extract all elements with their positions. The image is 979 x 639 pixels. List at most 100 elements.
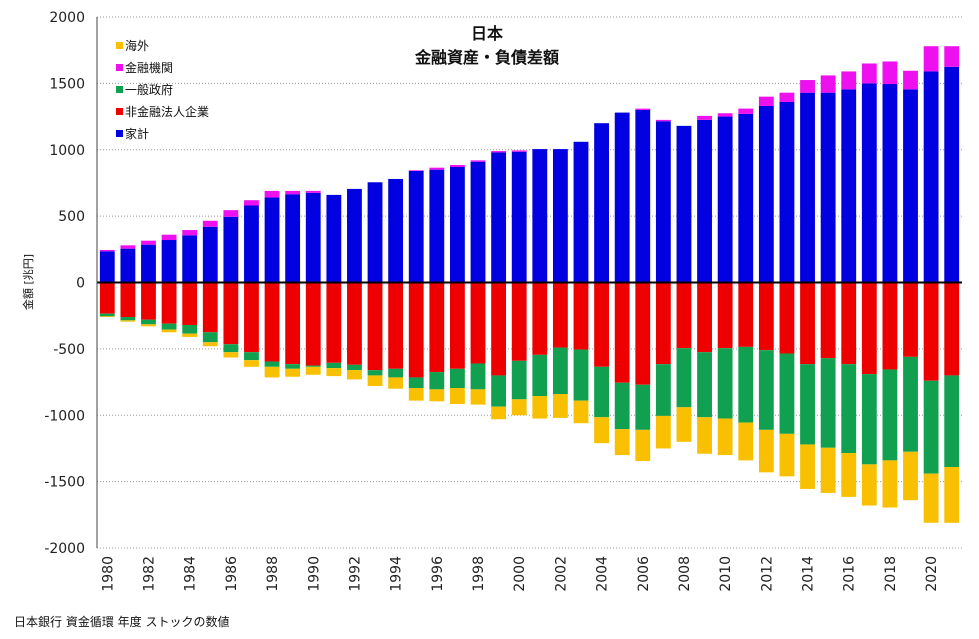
x-tick-label: 1992: [347, 556, 363, 592]
bar-非金融法人企業-2007: [655, 282, 671, 365]
y-tick-label: 1000: [49, 143, 85, 159]
legend-label: 非金融法人企業: [125, 104, 209, 119]
bar-海外-2017: [861, 464, 877, 506]
bar-一般政府-1993: [367, 370, 383, 376]
x-tick-label: 2012: [759, 556, 775, 592]
bar-一般政府-1995: [408, 377, 424, 389]
bar-一般政府-2017: [861, 374, 877, 465]
bar-家計-1995: [408, 170, 424, 283]
bar-家計-2020: [923, 71, 939, 283]
bar-非金融法人企業-2013: [779, 282, 795, 354]
bar-非金融法人企業-1982: [141, 282, 156, 320]
x-tick-label: 2018: [883, 556, 899, 592]
chart-subtitle: 金融資産・負債差額: [414, 48, 559, 67]
bar-金融機関-1982: [141, 240, 156, 245]
bar-家計-2006: [635, 109, 651, 283]
bar-家計-1985: [202, 226, 218, 283]
bar-家計-2000: [511, 151, 527, 283]
bar-一般政府-1985: [202, 332, 218, 343]
bar-海外-2018: [882, 460, 898, 508]
bar-金融機関-2020: [923, 46, 939, 72]
bar-海外-1992: [347, 370, 362, 380]
bar-家計-2012: [758, 105, 774, 283]
bar-家計-2018: [882, 84, 898, 283]
bar-家計-2016: [841, 89, 857, 283]
bar-一般政府-2010: [717, 348, 733, 419]
bar-家計-2014: [800, 92, 815, 283]
bar-非金融法人企業-2017: [861, 282, 877, 375]
bar-海外-2000: [511, 399, 527, 416]
bar-海外-2021: [944, 467, 960, 523]
y-tick-label: 0: [76, 276, 85, 292]
bar-金融機関-1987: [244, 200, 259, 206]
bar-海外-2011: [738, 422, 754, 461]
bar-家計-2013: [779, 101, 795, 283]
source-note: 日本銀行 資金循環 年度 ストックの数値: [14, 615, 230, 629]
bar-海外-2008: [676, 407, 692, 442]
bar-金融機関-2021: [944, 46, 960, 67]
bar-非金融法人企業-2004: [594, 282, 609, 367]
bar-金融機関-1995: [408, 170, 424, 171]
bar-金融機関-2012: [758, 96, 774, 106]
bar-金融機関-2011: [738, 108, 754, 114]
bar-海外-1986: [223, 352, 239, 358]
bar-家計-1981: [120, 248, 136, 283]
bar-一般政府-1991: [326, 362, 342, 369]
bar-金融機関-1990: [305, 190, 321, 193]
bar-家計-1980: [99, 251, 115, 283]
bar-一般政府-2012: [758, 350, 774, 430]
bar-家計-1998: [470, 161, 486, 283]
bar-金融機関-2014: [800, 80, 815, 93]
bar-非金融法人企業-2018: [882, 282, 898, 370]
bar-家計-1990: [305, 192, 321, 283]
bar-一般政府-2019: [903, 356, 918, 452]
bar-一般政府-2000: [511, 360, 527, 400]
bar-非金融法人企業-2020: [923, 282, 939, 381]
x-tick-label: 1982: [141, 556, 157, 592]
bar-非金融法人企業-2008: [676, 282, 692, 349]
bar-非金融法人企業-1997: [450, 282, 465, 369]
bar-一般政府-1998: [470, 363, 486, 390]
x-tick-label: 2010: [718, 556, 734, 592]
bar-一般政府-2014: [800, 364, 815, 445]
bar-家計-2015: [820, 92, 836, 283]
bar-家計-2003: [573, 141, 589, 283]
bar-海外-2010: [717, 418, 733, 456]
bar-金融機関-2006: [635, 108, 651, 110]
legend-swatch: [116, 108, 123, 115]
x-tick-label: 1986: [224, 556, 240, 592]
bar-金融機関-1984: [182, 230, 198, 236]
bar-家計-2005: [614, 112, 630, 283]
bar-一般政府-2020: [923, 380, 939, 474]
bar-金融機関-1998: [470, 160, 486, 162]
bar-非金融法人企業-1980: [99, 282, 115, 314]
bar-海外-1989: [285, 368, 301, 377]
bar-海外-1982: [141, 324, 156, 327]
bar-非金融法人企業-2003: [573, 282, 589, 350]
bar-非金融法人企業-1992: [347, 282, 362, 365]
bar-家計-2019: [903, 89, 918, 283]
y-tick-label: -1500: [44, 475, 85, 491]
bar-非金融法人企業-1987: [244, 282, 259, 353]
legend-label: 海外: [125, 38, 149, 53]
bar-海外-2007: [655, 415, 671, 449]
bar-海外-2004: [594, 417, 609, 444]
x-tick-label: 1980: [100, 556, 116, 592]
legend-label: 家計: [125, 126, 149, 141]
x-axis-ticks: 1980 1982 1984 1986 1988 1990 1992 1994 1996 1998…: [100, 556, 940, 592]
bar-非金融法人企業-1995: [408, 282, 424, 378]
bar-一般政府-1997: [450, 368, 465, 389]
bar-一般政府-1990: [305, 365, 321, 367]
bar-非金融法人企業-2019: [903, 282, 918, 357]
bar-海外-2020: [923, 473, 939, 523]
bar-非金融法人企業-1988: [264, 282, 280, 362]
x-tick-label: 1994: [389, 556, 405, 592]
bar-家計-1992: [347, 188, 362, 283]
bar-非金融法人企業-2005: [614, 282, 630, 383]
x-tick-label: 1996: [430, 556, 446, 592]
bar-一般政府-2021: [944, 375, 960, 468]
bar-金融機関-2017: [861, 63, 877, 84]
bar-一般政府-1992: [347, 364, 362, 371]
bar-家計-1993: [367, 182, 383, 283]
bar-海外-2002: [552, 394, 568, 418]
